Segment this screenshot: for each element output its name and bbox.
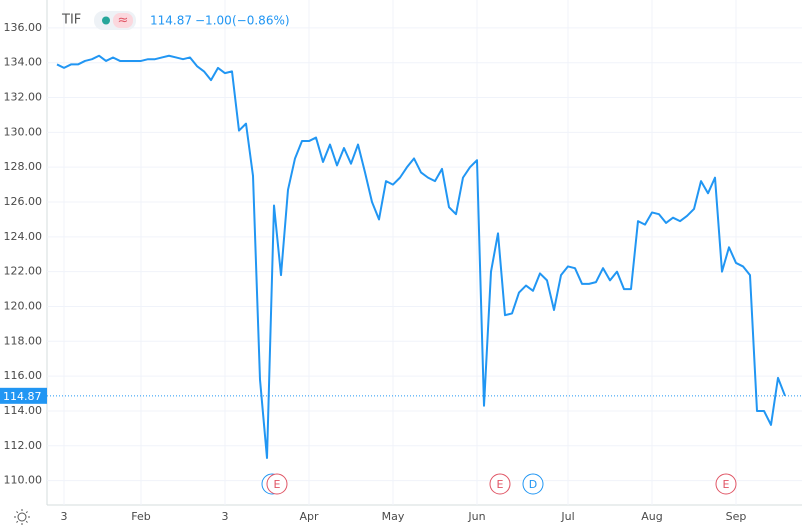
event-label: E — [497, 478, 504, 491]
status-dot — [102, 16, 110, 25]
price-change-pct: (−0.86%) — [232, 14, 290, 28]
x-tick-label: 3 — [222, 510, 229, 523]
x-tick-label: Feb — [131, 510, 150, 523]
price-line — [56, 54, 786, 459]
event-marker — [522, 473, 544, 495]
y-tick-label: 136.00 — [4, 21, 43, 34]
compare-glyph: ≈ — [118, 13, 129, 28]
x-tick-label: Aug — [641, 510, 662, 523]
x-tick-label: Jun — [467, 510, 485, 523]
y-tick-label: 114.00 — [4, 404, 43, 417]
event-marker — [715, 473, 737, 495]
last-price-tag — [0, 387, 47, 404]
settings-icon[interactable] — [14, 509, 30, 525]
compare-icon[interactable] — [113, 13, 133, 28]
y-tick-label: 128.00 — [4, 160, 43, 173]
y-tick-label: 120.00 — [4, 299, 43, 312]
symbol: TIF — [61, 13, 81, 28]
y-tick-label: 126.00 — [4, 195, 43, 208]
y-tick-label: 112.00 — [4, 439, 43, 452]
event-marker — [489, 473, 511, 495]
x-tick-label: Sep — [726, 510, 747, 523]
y-tick-label: 124.00 — [4, 230, 43, 243]
x-tick-label: 3 — [61, 510, 68, 523]
y-tick-label: 116.00 — [4, 369, 43, 382]
y-tick-label: 134.00 — [4, 56, 43, 69]
y-tick-label: 130.00 — [4, 125, 43, 138]
y-tick-label: 122.00 — [4, 265, 43, 278]
event-marker — [266, 473, 288, 495]
event-label: D — [529, 478, 537, 491]
y-tick-label: 118.00 — [4, 334, 43, 347]
x-tick-label: May — [382, 510, 405, 523]
x-tick-label: Jul — [560, 510, 574, 523]
price-change: −1.00 — [195, 14, 232, 28]
event-label: E — [723, 478, 730, 491]
y-tick-label: 110.00 — [4, 474, 43, 487]
y-tick-label: 132.00 — [4, 91, 43, 104]
last-price-tag-label: 114.87 — [3, 390, 42, 403]
last-price: 114.87 — [150, 14, 192, 28]
event-label: E — [274, 478, 281, 491]
x-tick-label: Apr — [299, 510, 319, 523]
